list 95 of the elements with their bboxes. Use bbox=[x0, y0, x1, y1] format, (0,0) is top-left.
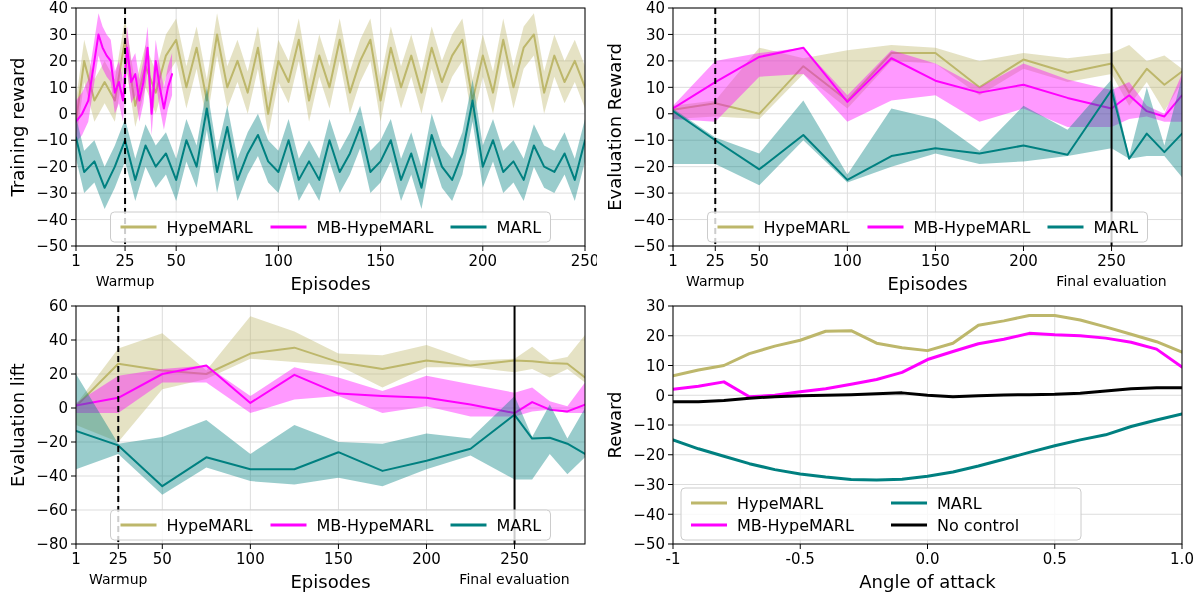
y-tick-label: 0 bbox=[58, 105, 68, 124]
legend-label: HypeMARL bbox=[166, 218, 253, 237]
x-tick-label: 25 bbox=[705, 252, 725, 270]
line-series bbox=[673, 314, 1182, 378]
y-tick-label: −10 bbox=[633, 131, 665, 150]
y-tick-label: 40 bbox=[48, 331, 68, 350]
y-tick-label: −20 bbox=[36, 157, 68, 176]
y-tick-label: 20 bbox=[48, 365, 68, 384]
line-series bbox=[673, 412, 1182, 482]
y-tick-label: −20 bbox=[633, 446, 665, 464]
y-tick-label: −80 bbox=[36, 535, 68, 554]
y-tick-label: 60 bbox=[48, 297, 68, 316]
y-tick-label: −50 bbox=[633, 237, 665, 256]
legend-label: HypeMARL bbox=[737, 494, 824, 513]
y-tick-label: −30 bbox=[633, 184, 665, 203]
y-tick-label: −20 bbox=[633, 157, 665, 176]
y-tick-label: −20 bbox=[36, 433, 68, 452]
y-tick-label: −60 bbox=[36, 501, 68, 520]
ref-line-label: Final evaluation bbox=[459, 571, 570, 587]
x-tick-label: 50 bbox=[166, 252, 186, 270]
x-tick-label: 25 bbox=[108, 550, 128, 568]
y-tick-label: 0 bbox=[655, 386, 665, 405]
x-tick-label: 0.5 bbox=[1042, 550, 1067, 568]
y-tick-label: −40 bbox=[633, 210, 665, 229]
line-series bbox=[673, 331, 1182, 399]
legend-label: MARL bbox=[1093, 218, 1139, 237]
x-tick-label: 1.0 bbox=[1170, 550, 1194, 568]
x-tick-label: 100 bbox=[264, 252, 293, 270]
x-tick-label: 0.0 bbox=[915, 550, 940, 568]
y-tick-label: −30 bbox=[36, 184, 68, 203]
x-tick-label: 150 bbox=[366, 252, 395, 270]
y-tick-label: 20 bbox=[48, 52, 68, 71]
y-tick-label: 10 bbox=[645, 356, 665, 375]
line-series bbox=[673, 88, 1182, 181]
ref-line-label: Warmup bbox=[686, 273, 745, 289]
y-tick-label: 20 bbox=[645, 52, 665, 71]
line-series bbox=[76, 413, 585, 488]
legend-label: MB-HypeMARL bbox=[737, 516, 854, 535]
y-axis-title: Training reward bbox=[7, 57, 28, 198]
x-tick-label: 100 bbox=[236, 550, 265, 568]
y-tick-label: 0 bbox=[655, 105, 665, 124]
y-tick-label: −40 bbox=[36, 210, 68, 229]
x-tick-label: 50 bbox=[749, 252, 769, 270]
x-tick-label: 150 bbox=[324, 550, 353, 568]
ref-line-label: Warmup bbox=[89, 571, 148, 587]
legend-label: MB-HypeMARL bbox=[913, 218, 1031, 237]
y-tick-label: −50 bbox=[36, 237, 68, 256]
legend-label: MARL bbox=[496, 516, 542, 535]
y-tick-label: 40 bbox=[645, 0, 665, 18]
x-axis-title: Episodes bbox=[290, 273, 371, 294]
x-tick-label: 200 bbox=[1009, 252, 1038, 270]
x-tick-label: 200 bbox=[412, 550, 441, 568]
x-tick-label: 1 bbox=[71, 550, 81, 568]
y-tick-label: 10 bbox=[48, 78, 68, 97]
y-tick-label: −40 bbox=[36, 467, 68, 486]
x-tick-label: 150 bbox=[921, 252, 950, 270]
y-tick-label: −50 bbox=[633, 535, 665, 554]
y-tick-label: −10 bbox=[36, 131, 68, 150]
x-axis-title: Episodes bbox=[290, 571, 371, 592]
ref-line-label: Warmup bbox=[95, 273, 155, 289]
legend-label: MARL bbox=[496, 218, 542, 237]
y-tick-label: 30 bbox=[48, 25, 68, 44]
line-series bbox=[76, 33, 174, 123]
legend-label: MB-HypeMARL bbox=[316, 218, 434, 237]
y-axis-title: Evaluation lift bbox=[7, 363, 28, 487]
x-tick-label: 250 bbox=[1097, 252, 1126, 270]
y-tick-label: 20 bbox=[645, 327, 665, 345]
x-tick-label: 1 bbox=[71, 252, 81, 270]
x-axis-title: Episodes bbox=[887, 273, 968, 294]
line-series bbox=[76, 99, 585, 189]
y-tick-label: −30 bbox=[633, 475, 665, 494]
x-tick-label: 25 bbox=[115, 252, 135, 270]
x-tick-label: -1 bbox=[665, 550, 681, 568]
y-axis-title: Evaluation Reward bbox=[604, 43, 625, 211]
y-tick-label: −10 bbox=[633, 416, 665, 435]
legend-label: MARL bbox=[937, 494, 982, 513]
y-tick-label: 30 bbox=[645, 297, 665, 316]
x-tick-label: 100 bbox=[833, 252, 862, 270]
y-tick-label: 10 bbox=[645, 78, 665, 97]
y-axis-title: Reward bbox=[604, 391, 625, 459]
x-tick-label: 200 bbox=[468, 252, 498, 270]
legend-label: MB-HypeMARL bbox=[316, 516, 434, 535]
y-tick-label: 0 bbox=[58, 399, 68, 418]
y-tick-label: 30 bbox=[645, 25, 665, 44]
y-tick-label: −40 bbox=[633, 505, 665, 524]
x-tick-label: 50 bbox=[152, 550, 172, 568]
ref-line-label: Final evaluation bbox=[1056, 273, 1167, 289]
x-tick-label: 1 bbox=[668, 252, 678, 270]
x-tick-label: 250 bbox=[500, 550, 529, 568]
x-axis-title: Angle of attack bbox=[859, 571, 997, 592]
legend-label: No control bbox=[937, 516, 1020, 535]
x-tick-label: -0.5 bbox=[785, 550, 815, 568]
legend-label: HypeMARL bbox=[166, 516, 253, 535]
legend-label: HypeMARL bbox=[763, 218, 850, 237]
y-tick-label: 40 bbox=[48, 0, 68, 18]
